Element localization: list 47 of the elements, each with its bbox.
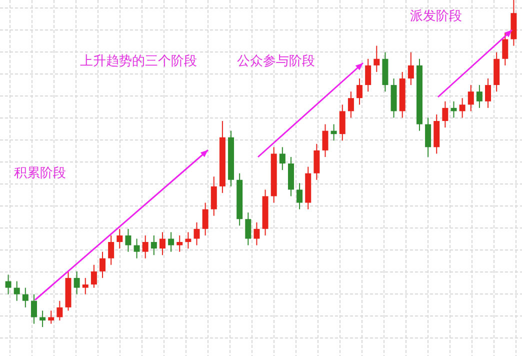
candlestick: [90, 264, 97, 288]
candlestick: [459, 98, 466, 118]
candlestick: [442, 100, 448, 128]
candlestick: [202, 202, 208, 236]
candlestick: [14, 280, 20, 302]
candlestick: [150, 234, 157, 256]
candlestick: [159, 232, 166, 256]
candlestick: [254, 222, 260, 246]
candlestick: [5, 274, 12, 295]
annotation: 上升趋势的三个阶段: [80, 54, 197, 69]
candlestick: [296, 182, 303, 210]
candlestick: [48, 310, 54, 324]
candlestick: [22, 287, 28, 308]
candlestick: [40, 310, 46, 328]
candlestick: [245, 212, 252, 246]
candlestick: [185, 232, 192, 250]
candlestick: [100, 251, 106, 278]
candlestick: [134, 238, 140, 259]
annotation: 积累阶段: [14, 166, 66, 181]
candlestick: [425, 117, 432, 158]
annotation: 公众参与阶段: [237, 54, 315, 69]
candlestick: [348, 91, 354, 118]
candlestick: [210, 176, 217, 216]
candlestick: [82, 277, 88, 295]
candlestick: [322, 124, 328, 158]
candlestick: [468, 84, 474, 112]
annotation: 派发阶段: [410, 9, 462, 24]
candlestick: [502, 32, 508, 66]
candlestick: [374, 45, 380, 72]
candlestick: [314, 143, 320, 180]
candlestick: [330, 124, 337, 142]
candlestick: [279, 146, 286, 171]
candlestick: [74, 270, 80, 295]
candlestick: [125, 228, 132, 252]
candlestick: [485, 78, 492, 108]
candlestick: [356, 78, 363, 106]
candlestick: [142, 234, 148, 259]
candlestick: [116, 228, 123, 250]
candlestick: [339, 104, 346, 142]
candlestick: [56, 300, 63, 321]
candlestick: [176, 234, 183, 252]
candlestick: [108, 234, 114, 266]
candlestick: [365, 58, 372, 92]
candlestick: [30, 294, 37, 324]
candlestick: [168, 232, 174, 252]
candlestick: [476, 84, 482, 108]
candlestick: [408, 52, 414, 86]
